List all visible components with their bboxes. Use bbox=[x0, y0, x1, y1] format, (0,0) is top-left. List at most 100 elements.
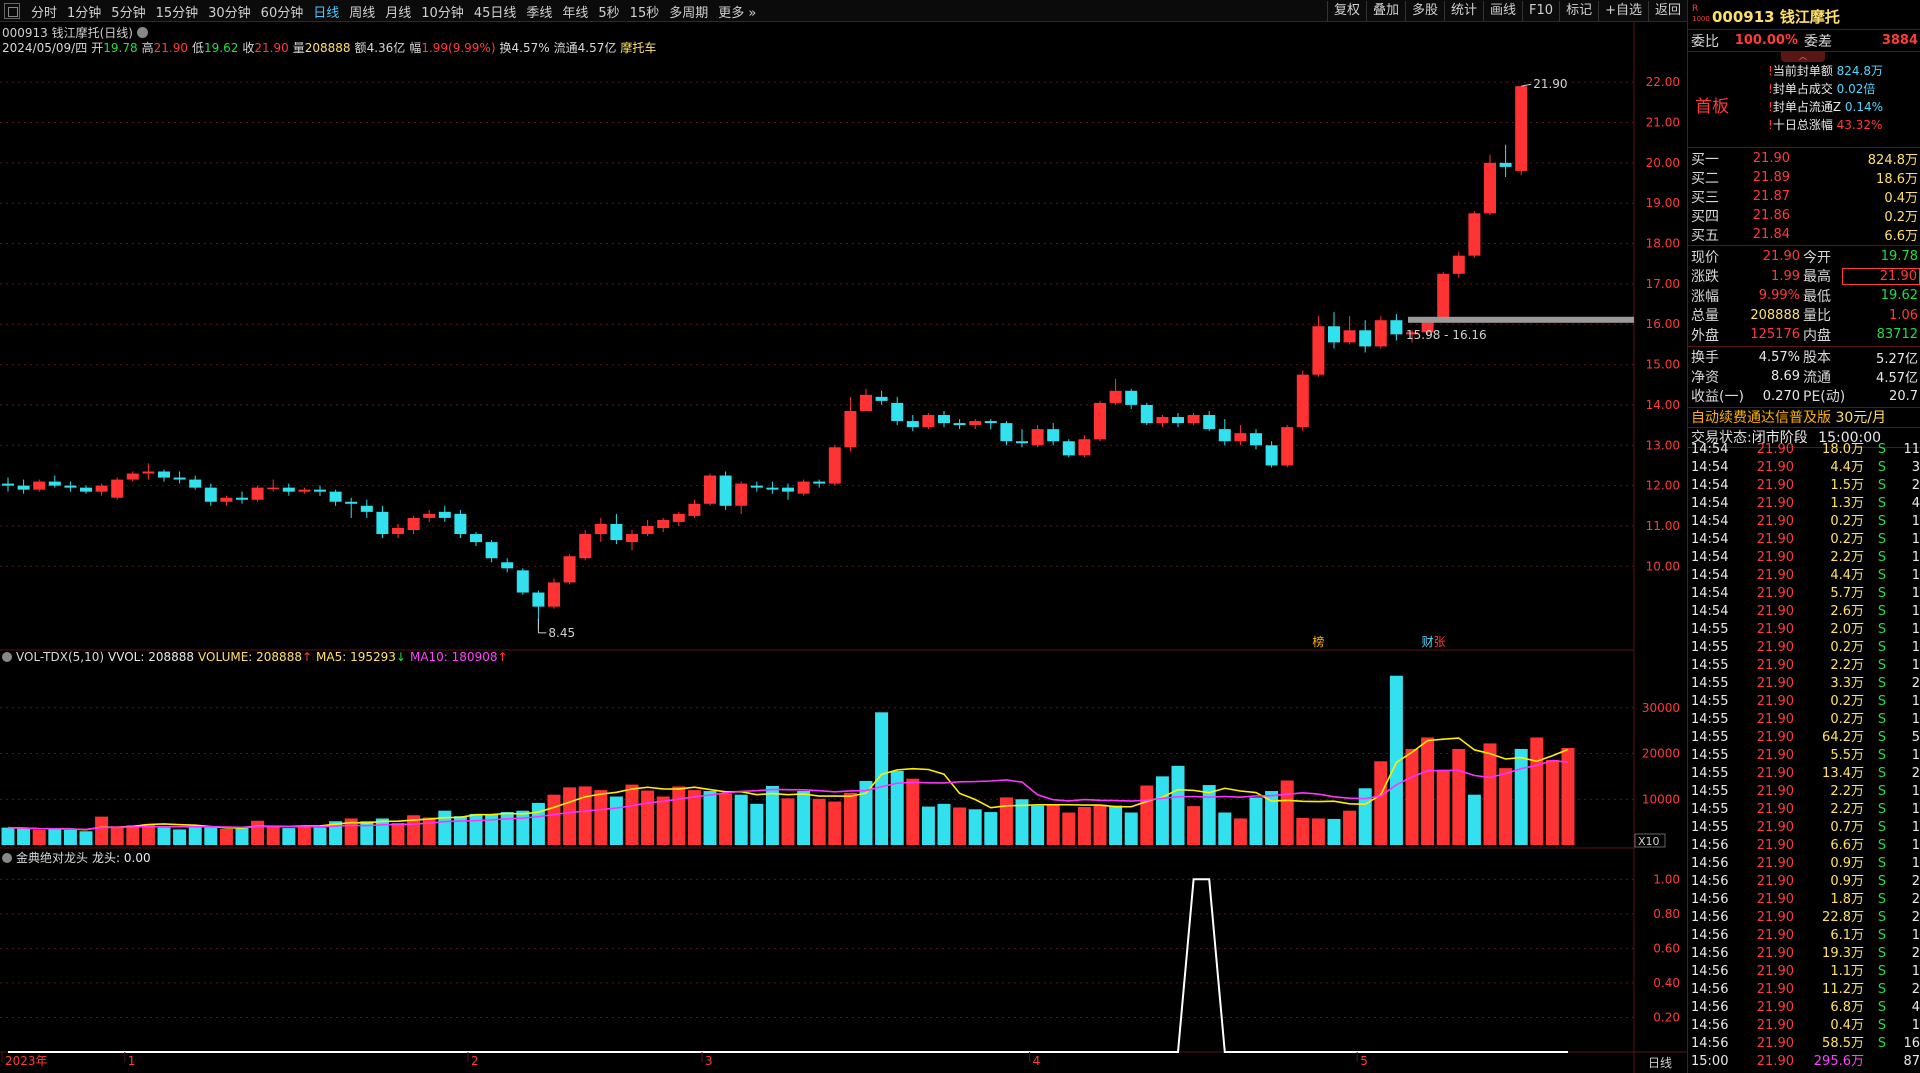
volume-bar bbox=[188, 826, 202, 845]
tick-row[interactable]: 14:56 21.90 19.3万 S 2 bbox=[1691, 946, 1920, 961]
tick-row[interactable]: 14:56 21.90 0.9万 S 1 bbox=[1691, 856, 1920, 871]
period-tab-3[interactable]: 15分钟 bbox=[155, 5, 199, 21]
volume-bar bbox=[609, 796, 623, 845]
tick-row[interactable]: 14:55 21.90 5.5万 S 1 bbox=[1691, 748, 1920, 763]
tick-row[interactable]: 14:54 21.90 4.4万 S 3 bbox=[1691, 460, 1920, 475]
info-low: 低19.62 bbox=[191, 41, 239, 55]
candle-body bbox=[438, 511, 451, 518]
info-concept[interactable]: 摩托车 bbox=[620, 41, 657, 55]
tick-row[interactable]: 14:56 21.90 0.9万 S 2 bbox=[1691, 874, 1920, 889]
book-row-4[interactable]: 买五 21.84 6.6万 bbox=[1691, 227, 1918, 244]
period-tab-16[interactable]: 更多 » bbox=[718, 5, 757, 21]
volume-bar bbox=[1046, 804, 1060, 845]
period-tab-13[interactable]: 5秒 bbox=[598, 5, 620, 21]
tick-row[interactable]: 14:54 21.90 1.5万 S 2 bbox=[1691, 478, 1920, 493]
period-tab-2[interactable]: 5分钟 bbox=[111, 5, 146, 21]
tick-row[interactable]: 14:56 21.90 1.1万 S 1 bbox=[1691, 964, 1920, 979]
panel-stock-code-name[interactable]: 000913 钱江摩托 bbox=[1712, 8, 1840, 26]
volume-bar bbox=[1499, 768, 1513, 845]
candle-body bbox=[485, 542, 498, 559]
tick-row[interactable]: 14:55 21.90 64.2万 S 5 bbox=[1691, 730, 1920, 745]
tick-row[interactable]: 14:56 21.90 6.8万 S 4 bbox=[1691, 1000, 1920, 1015]
kline-chart-area[interactable]: 22.00 21.00 20.00 19.00 18.00 17.00 16.00 15.00… bbox=[0, 22, 1687, 1073]
tick-row[interactable]: 14:54 21.90 1.3万 S 4 bbox=[1691, 496, 1920, 511]
tick-row[interactable]: 14:55 21.90 3.3万 S 2 bbox=[1691, 676, 1920, 691]
period-tab-11[interactable]: 季线 bbox=[526, 5, 553, 21]
tick-row[interactable]: 14:56 21.90 11.2万 S 2 bbox=[1691, 982, 1920, 997]
period-tab-4[interactable]: 30分钟 bbox=[208, 5, 251, 21]
period-tab-5[interactable]: 60分钟 bbox=[260, 5, 304, 21]
period-tab-9[interactable]: 10分钟 bbox=[421, 5, 464, 21]
volume-bar bbox=[157, 827, 171, 845]
tick-row[interactable]: 14:54 21.90 0.2万 S 1 bbox=[1691, 532, 1920, 547]
toolbar-button-1[interactable]: 叠加 bbox=[1365, 1, 1405, 21]
settings-circle-icon[interactable] bbox=[137, 27, 148, 38]
toolbar-button-3[interactable]: 统计 bbox=[1444, 1, 1483, 21]
candle-body bbox=[1016, 441, 1028, 444]
period-tab-8[interactable]: 月线 bbox=[385, 5, 412, 21]
indicator-name[interactable]: 金典绝对龙头 bbox=[16, 851, 89, 865]
book-row-3[interactable]: 买四 21.86 0.2万 bbox=[1691, 208, 1918, 225]
book-row-1[interactable]: 买二 21.89 18.6万 bbox=[1691, 170, 1918, 187]
collapse-circle-icon[interactable] bbox=[2, 852, 12, 863]
tick-row[interactable]: 14:55 21.90 0.2万 S 1 bbox=[1691, 694, 1920, 709]
tick-row[interactable]: 14:54 21.90 0.2万 S 1 bbox=[1691, 514, 1920, 529]
vol-indicator-name[interactable]: VOL-TDX(5,10) bbox=[16, 650, 105, 664]
period-tab-7[interactable]: 周线 bbox=[349, 5, 376, 21]
period-tab-0[interactable]: 分时 bbox=[31, 5, 58, 21]
tick-row[interactable]: 14:54 21.90 5.7万 S 1 bbox=[1691, 586, 1920, 601]
book-row-0[interactable]: 买一 21.90 824.8万 bbox=[1691, 151, 1918, 168]
period-tab-6[interactable]: 日线 bbox=[313, 5, 340, 21]
tick-row[interactable]: 14:56 21.90 1.8万 S 2 bbox=[1691, 892, 1920, 907]
toolbar-button-2[interactable]: 多股 bbox=[1404, 1, 1444, 21]
wc-value: 3884 bbox=[1881, 33, 1918, 48]
window-menu-icon[interactable] bbox=[4, 3, 20, 19]
time-tick-label: 2023年 bbox=[5, 1054, 48, 1068]
tick-row[interactable]: 14:54 21.90 4.4万 S 1 bbox=[1691, 568, 1920, 583]
candle-body bbox=[1000, 423, 1013, 442]
collapse-circle-icon[interactable] bbox=[2, 652, 12, 662]
tick-row[interactable]: 15:00 21.90 295.6万 87 bbox=[1691, 1054, 1920, 1069]
tick-row[interactable]: 14:55 21.90 2.0万 S 1 bbox=[1691, 622, 1920, 637]
volume-bar bbox=[204, 826, 218, 845]
toolbar-button-4[interactable]: 画线 bbox=[1483, 1, 1522, 21]
period-tab-10[interactable]: 45日线 bbox=[473, 5, 517, 21]
period-tab-12[interactable]: 年线 bbox=[562, 5, 589, 21]
volume-bar bbox=[594, 790, 608, 845]
volume-bar bbox=[251, 820, 265, 845]
period-tab-1[interactable]: 1分钟 bbox=[67, 5, 102, 21]
volume-bar bbox=[1436, 769, 1450, 845]
candle-body bbox=[548, 582, 560, 607]
toolbar-button-6[interactable]: 标记 bbox=[1559, 1, 1598, 21]
tick-row[interactable]: 14:56 21.90 22.8万 S 2 bbox=[1691, 910, 1920, 925]
subscription-ad[interactable]: 自动续费通达信普及版 30元/月 bbox=[1688, 408, 1920, 428]
tick-row[interactable]: 14:54 21.90 2.6万 S 1 bbox=[1691, 604, 1920, 619]
ohlc-infoline: 2024/05/09/四 开19.78 高21.90 低19.62 收21.90… bbox=[2, 39, 656, 56]
period-tab-15[interactable]: 多周期 bbox=[669, 5, 709, 21]
tick-row[interactable]: 14:56 21.90 6.6万 S 1 bbox=[1691, 838, 1920, 853]
tick-row[interactable]: 14:55 21.90 2.2万 S 1 bbox=[1691, 784, 1920, 799]
tick-row[interactable]: 14:55 21.90 2.2万 S 1 bbox=[1691, 658, 1920, 673]
toolbar-button-0[interactable]: 复权 bbox=[1326, 1, 1366, 21]
volume-bar bbox=[516, 810, 530, 845]
period-tab-14[interactable]: 15秒 bbox=[629, 5, 660, 21]
tick-row[interactable]: 14:55 21.90 2.2万 S 1 bbox=[1691, 802, 1920, 817]
tick-row[interactable]: 14:55 21.90 13.4万 S 2 bbox=[1691, 766, 1920, 781]
tick-row[interactable]: 14:56 21.90 6.1万 S 1 bbox=[1691, 928, 1920, 943]
tick-row[interactable]: 14:56 21.90 58.5万 S 16 bbox=[1691, 1036, 1920, 1051]
candle-body bbox=[860, 394, 872, 411]
toolbar-button-5[interactable]: F10 bbox=[1522, 1, 1559, 21]
tick-row[interactable]: 14:55 21.90 0.7万 S 1 bbox=[1691, 820, 1920, 835]
tick-row[interactable]: 14:56 21.90 0.4万 S 1 bbox=[1691, 1018, 1920, 1033]
book-row-2[interactable]: 买三 21.87 0.4万 bbox=[1691, 189, 1918, 206]
tick-row[interactable]: 14:54 21.90 2.2万 S 1 bbox=[1691, 550, 1920, 565]
chart-canvas[interactable]: 22.0021.0020.0019.0018.0017.0016.0015.00… bbox=[0, 22, 1687, 1073]
tick-list[interactable]: 14:54 21.90 18.0万 S 11 14:54 21.90 4.4万 S 3 14:54 2… bbox=[1688, 441, 1920, 1071]
tick-row[interactable]: 14:55 21.90 0.2万 S 1 bbox=[1691, 640, 1920, 655]
tick-row[interactable]: 14:54 21.90 18.0万 S 11 bbox=[1691, 442, 1920, 457]
toolbar-button-8[interactable]: 返回 bbox=[1647, 1, 1687, 21]
tick-row[interactable]: 14:55 21.90 0.2万 S 1 bbox=[1691, 712, 1920, 727]
collapse-arrow-icon[interactable]: ︿ bbox=[1781, 52, 1825, 62]
volume-bar bbox=[781, 798, 795, 845]
toolbar-button-7[interactable]: +自选 bbox=[1598, 1, 1648, 21]
